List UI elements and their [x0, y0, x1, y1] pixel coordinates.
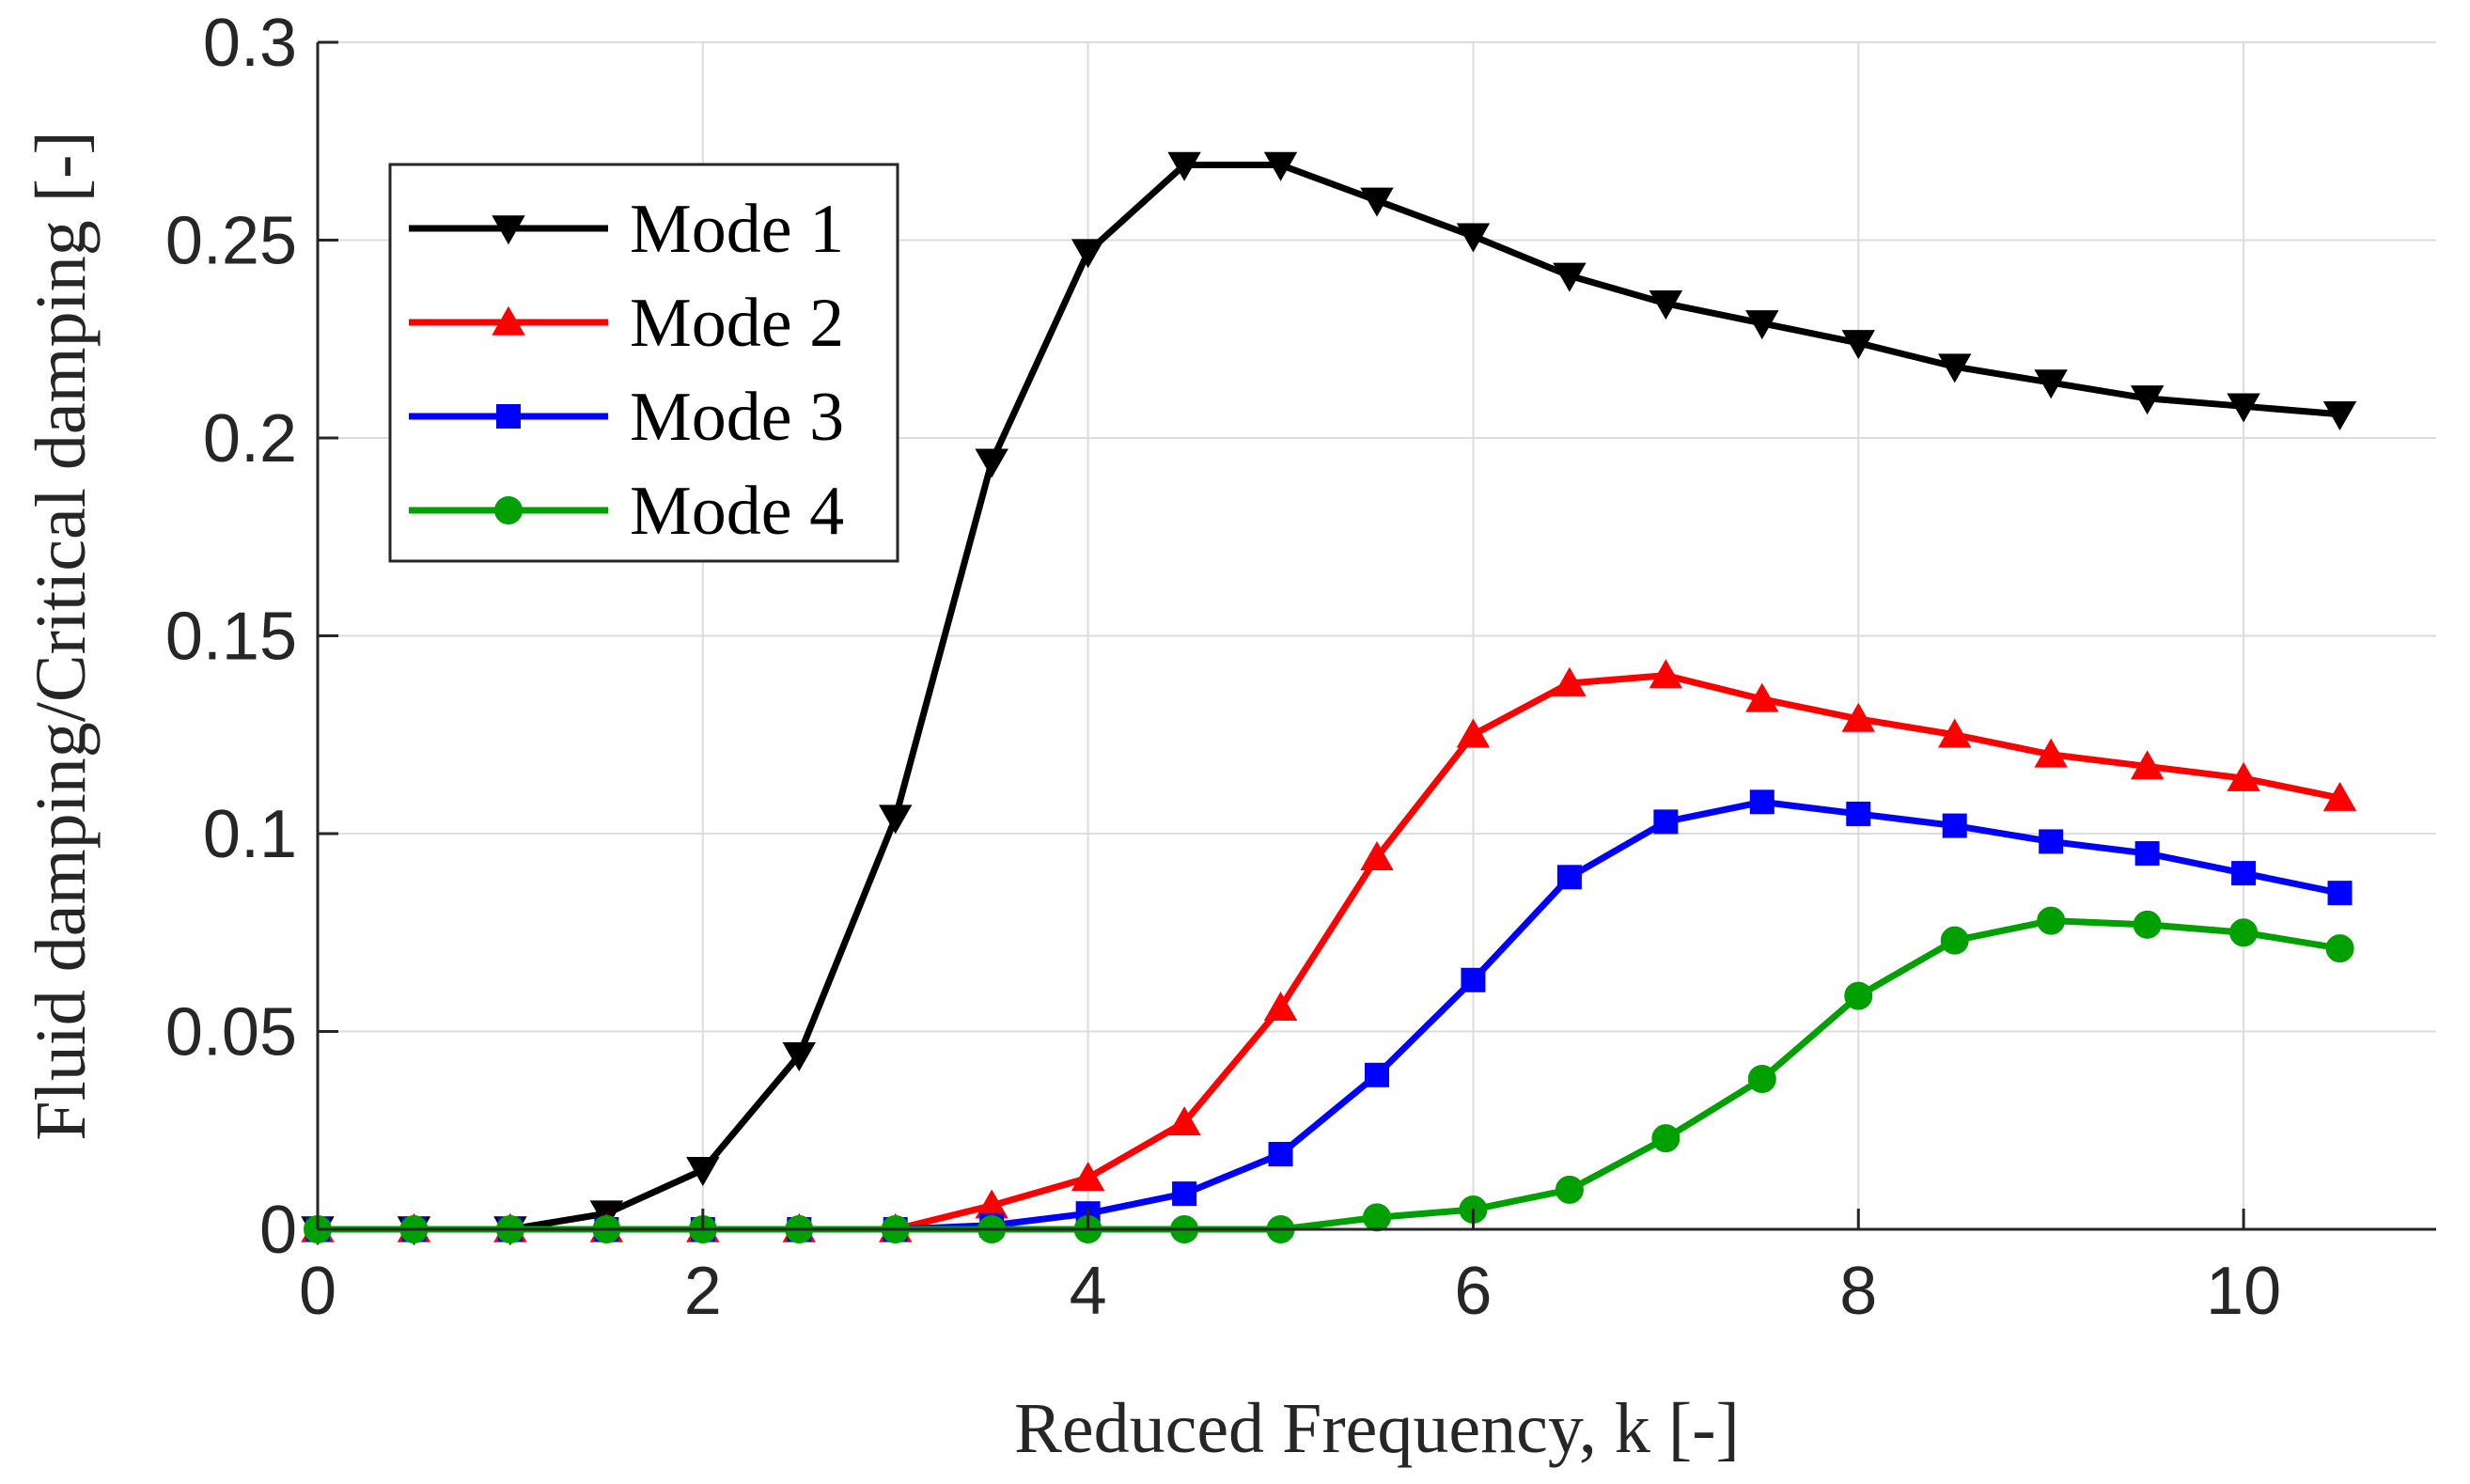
y-tick-label: 0.15: [165, 600, 297, 675]
data-point: [1938, 718, 1972, 748]
legend-item: Mode 2: [409, 285, 844, 362]
y-tick-label: 0.2: [203, 401, 297, 476]
x-axis-title: Reduced Frequency, k [-]: [1014, 1389, 1740, 1468]
legend-label: Mode 2: [630, 285, 844, 362]
y-tick-label: 0: [259, 1193, 297, 1268]
series-line: [318, 162, 2340, 1233]
data-point: [879, 804, 913, 835]
data-point: [975, 448, 1008, 478]
data-point: [1071, 239, 1105, 269]
data-point: [1844, 981, 1873, 1010]
data-point: [2231, 861, 2257, 886]
y-axis-title: Fluid damping/Critical damping [-]: [22, 131, 101, 1140]
x-tick-label: 8: [1839, 1254, 1877, 1329]
legend-label: Mode 1: [630, 191, 844, 268]
x-tick-label: 6: [1454, 1254, 1492, 1329]
data-point: [1456, 223, 1491, 253]
legend-marker: [496, 404, 521, 429]
data-point: [2322, 400, 2357, 430]
x-tick-label: 2: [684, 1254, 722, 1329]
data-point: [2134, 841, 2160, 867]
axes: [316, 40, 2436, 1231]
data-point: [1167, 1106, 1201, 1136]
data-point: [2327, 881, 2353, 906]
data-point: [1360, 841, 1394, 871]
data-point: [1553, 262, 1587, 292]
legend-marker: [492, 305, 525, 336]
y-tick-label: 0.1: [203, 797, 297, 872]
data-point: [1651, 1124, 1681, 1153]
data-point: [1749, 789, 1774, 815]
data-point: [2322, 781, 2357, 811]
data-point: [1365, 1062, 1389, 1087]
data-point: [1556, 865, 1582, 890]
y-tick-label: 0.05: [165, 995, 297, 1070]
data-point: [1268, 1142, 1293, 1167]
data-point: [1745, 682, 1779, 712]
data-point: [1360, 187, 1394, 217]
data-point: [2039, 829, 2064, 854]
data-point: [1841, 702, 1875, 732]
y-tick-label: 0.25: [165, 204, 297, 279]
legend: Mode 1 Mode 2 Mode 3 Mode 4: [388, 163, 899, 563]
data-point: [1263, 151, 1298, 181]
data-point: [2037, 906, 2066, 935]
data-point: [1553, 666, 1587, 696]
data-point: [2034, 738, 2068, 768]
legend-marker: [492, 215, 525, 245]
data-point: [1747, 1065, 1776, 1094]
data-point: [782, 1041, 816, 1071]
y-tick-label: 0.3: [203, 6, 297, 81]
data-point: [1745, 310, 1779, 340]
data-point: [2229, 918, 2259, 947]
data-point: [1841, 330, 1875, 360]
data-point: [2130, 750, 2165, 780]
data-point: [1461, 967, 1486, 992]
data-point: [1649, 290, 1683, 320]
data-point: [1938, 353, 1972, 383]
data-point: [1555, 1175, 1584, 1204]
data-point: [1456, 718, 1491, 748]
data-point: [1653, 809, 1679, 835]
data-point: [2227, 761, 2260, 791]
data-point: [1167, 151, 1201, 181]
data-point: [1172, 1181, 1197, 1207]
tick-labels: 0 2 4 6 8 10 0 0.05 0.1 0.15 0.2 0.25 0.3: [165, 6, 2281, 1329]
data-point: [1940, 926, 1969, 955]
x-tick-label: 10: [2206, 1254, 2281, 1329]
data-point: [2227, 393, 2260, 423]
legend-marker: [494, 496, 523, 524]
x-tick-label: 0: [299, 1254, 336, 1329]
data-point: [1071, 1162, 1105, 1192]
data-point: [1363, 1203, 1391, 1232]
data-point: [2034, 369, 2068, 399]
data-point: [1942, 813, 1967, 838]
legend-label: Mode 4: [630, 473, 844, 550]
legend-item: Mode 1: [409, 191, 844, 268]
legend-label: Mode 3: [630, 379, 844, 456]
data-point: [2325, 934, 2354, 963]
x-tick-label: 4: [1070, 1254, 1107, 1329]
data-point: [686, 1157, 720, 1187]
data-point: [2130, 385, 2165, 415]
data-point: [1649, 659, 1683, 689]
legend-item: Mode 3: [409, 379, 844, 456]
data-point: [1846, 801, 1871, 826]
legend-item: Mode 4: [409, 473, 844, 550]
data-point: [2133, 910, 2162, 939]
data-point: [1263, 992, 1298, 1022]
